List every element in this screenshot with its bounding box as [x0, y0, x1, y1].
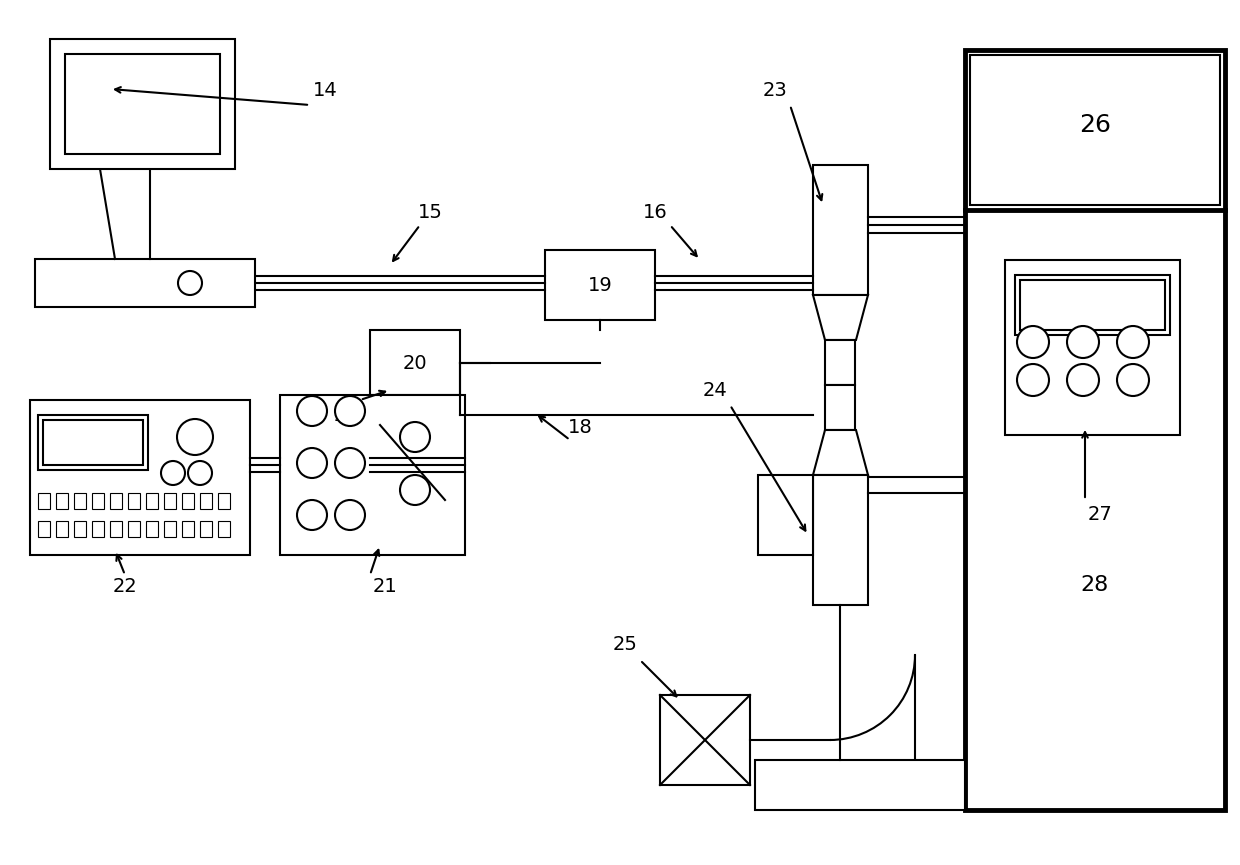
Bar [825, 385, 856, 430]
Bar [1021, 280, 1166, 330]
Bar [43, 420, 143, 465]
Circle shape [298, 448, 327, 478]
Text: 15: 15 [418, 202, 443, 221]
Bar [825, 340, 856, 385]
Polygon shape [813, 295, 868, 340]
Bar [218, 493, 229, 509]
Text: 26: 26 [1079, 113, 1111, 137]
Bar [1004, 260, 1180, 435]
Circle shape [335, 448, 365, 478]
Circle shape [161, 461, 185, 485]
Text: 27: 27 [1087, 505, 1112, 524]
Circle shape [1117, 326, 1149, 358]
Polygon shape [813, 430, 868, 475]
Text: 20: 20 [403, 354, 428, 373]
Bar [200, 521, 212, 537]
Bar [758, 475, 813, 555]
Bar [30, 400, 250, 555]
Bar [182, 493, 193, 509]
Bar [92, 521, 104, 537]
Bar [74, 521, 86, 537]
Bar [74, 493, 86, 509]
Bar [370, 330, 460, 395]
Bar [35, 259, 255, 307]
Text: 16: 16 [642, 202, 667, 221]
Text: 17: 17 [332, 406, 357, 425]
Circle shape [1017, 364, 1049, 396]
Bar [965, 50, 1225, 810]
Bar [813, 165, 868, 295]
Bar [56, 493, 68, 509]
Text: 19: 19 [588, 275, 613, 294]
Bar [660, 695, 750, 785]
Bar [813, 475, 868, 605]
Bar [38, 521, 50, 537]
Bar [146, 493, 157, 509]
Bar [280, 395, 465, 555]
Bar [92, 493, 104, 509]
Bar [164, 521, 176, 537]
Bar [56, 521, 68, 537]
Circle shape [335, 396, 365, 426]
Text: 14: 14 [312, 80, 337, 99]
Circle shape [1117, 364, 1149, 396]
Text: 24: 24 [703, 381, 728, 400]
Circle shape [298, 500, 327, 530]
Bar [50, 39, 236, 169]
Text: 23: 23 [763, 80, 787, 99]
Bar [546, 250, 655, 320]
Text: 22: 22 [113, 578, 138, 597]
Bar [218, 521, 229, 537]
Bar [200, 493, 212, 509]
Circle shape [1017, 326, 1049, 358]
Circle shape [1066, 364, 1099, 396]
Bar [128, 493, 140, 509]
Circle shape [401, 475, 430, 505]
Circle shape [179, 271, 202, 295]
Circle shape [335, 500, 365, 530]
Bar [110, 493, 122, 509]
Bar [146, 521, 157, 537]
Text: 18: 18 [568, 418, 593, 437]
Bar [64, 54, 219, 154]
Bar [182, 521, 193, 537]
Circle shape [401, 422, 430, 452]
Circle shape [298, 396, 327, 426]
Bar [1016, 275, 1171, 335]
Bar [110, 521, 122, 537]
Text: 25: 25 [613, 636, 637, 655]
Text: 28: 28 [1081, 575, 1109, 595]
Bar [38, 493, 50, 509]
Bar [755, 760, 965, 810]
Text: 21: 21 [373, 578, 397, 597]
Circle shape [177, 419, 213, 455]
Bar [128, 521, 140, 537]
Circle shape [188, 461, 212, 485]
Bar [164, 493, 176, 509]
Bar [970, 55, 1220, 205]
Circle shape [1066, 326, 1099, 358]
Bar [38, 415, 148, 470]
